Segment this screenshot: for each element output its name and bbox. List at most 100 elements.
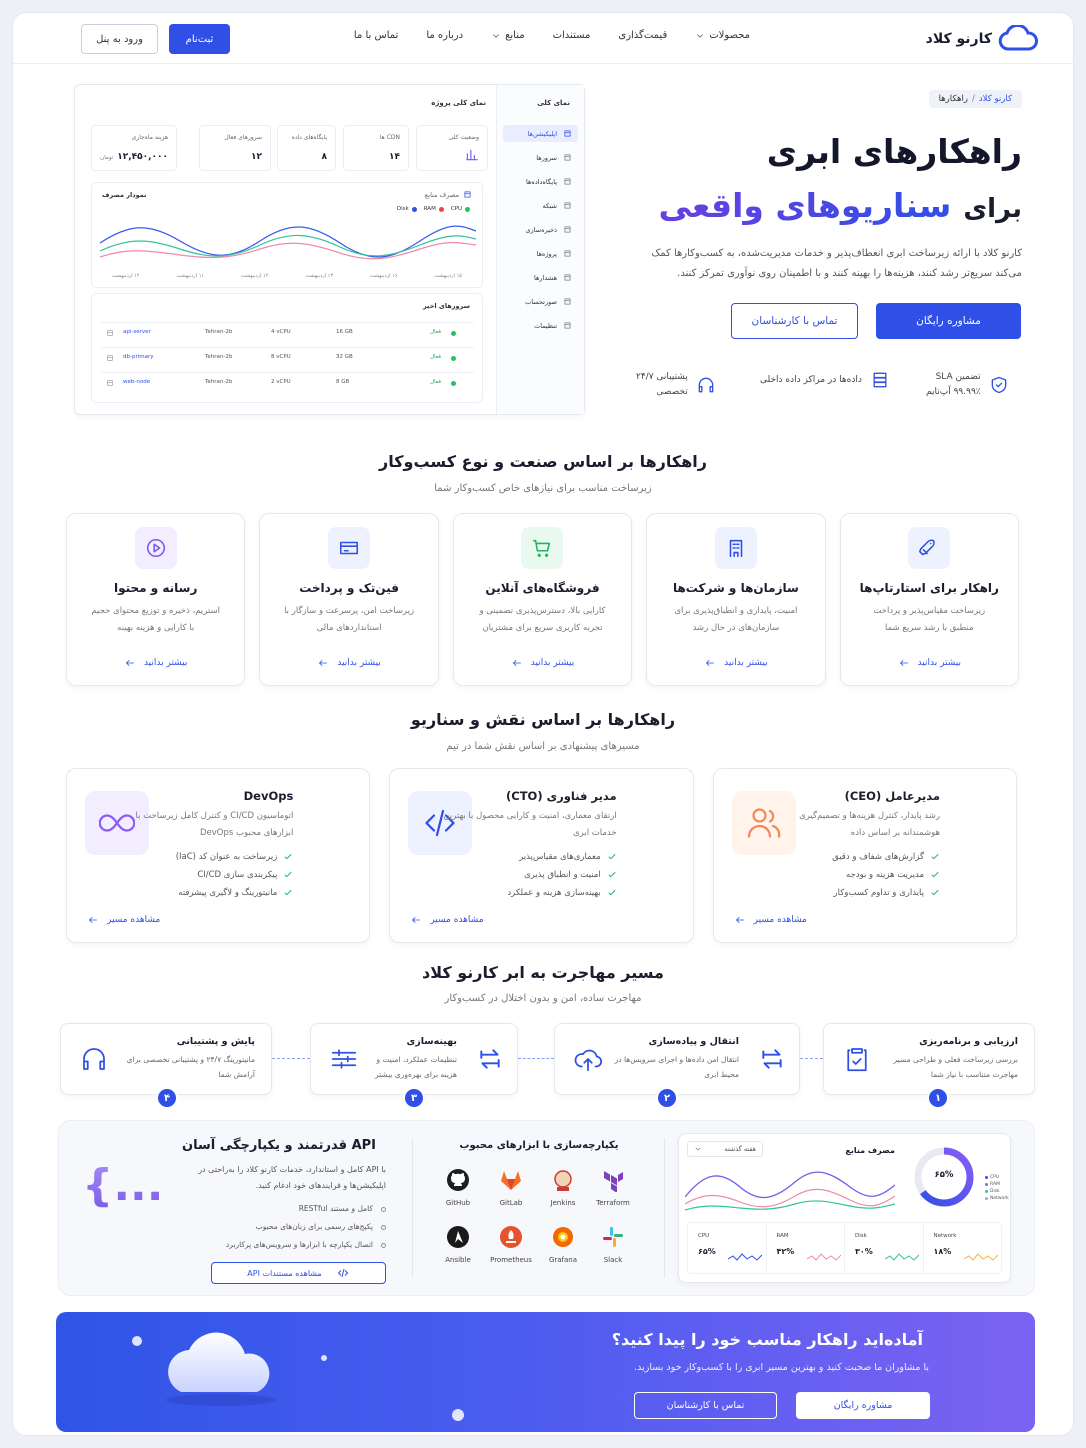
icon-shape (99, 814, 136, 832)
breadcrumb-item[interactable]: کارنو کلاد (978, 94, 1012, 104)
api-docs-button[interactable]: مشاهده مستندات API (211, 1262, 386, 1284)
sidebar-item[interactable]: سرورها (503, 149, 578, 166)
legend-item: RAM (985, 1181, 1009, 1188)
hero-title: راهکارهای ابری (766, 132, 1022, 171)
brand[interactable]: کارنو کلاد (926, 24, 1038, 54)
step-icon (329, 1044, 359, 1074)
step-number: ۱ (927, 1087, 949, 1109)
view-path-link[interactable]: مشاهده مسیر (734, 914, 807, 926)
cta-primary-button[interactable]: مشاوره رایگان (796, 1392, 930, 1419)
industry-card: رسانه و محتوا استریم، ذخیره و توزیع محتوا… (65, 513, 246, 686)
legend-label: CPU (990, 1175, 1000, 1180)
check-icon (283, 888, 293, 898)
sidebar-item[interactable]: اپلیکیشن‌ها (503, 125, 578, 142)
signup-button[interactable]: ثبت‌نام (169, 24, 230, 54)
icon-shape (695, 1147, 701, 1151)
icon (914, 1147, 974, 1207)
stat-value: ۸ (321, 152, 328, 162)
stat-label: پایگاه‌های داده (291, 134, 327, 141)
industry-card: راهکار برای استارتاپ‌ها زیرساخت مقیاس‌پذی… (839, 513, 1019, 686)
icon-shape (107, 380, 113, 386)
step-swap-icon (477, 1046, 503, 1072)
metrics-row: CPU ۶۵% RAM ۴۲% Disk ۳۰% Network ۱۸% (687, 1222, 1002, 1274)
learn-more-link[interactable]: بیشتر بدانید (67, 657, 244, 669)
learn-more-link[interactable]: بیشتر بدانید (647, 657, 824, 669)
icon (425, 809, 455, 837)
stat-label: وضعیت کلی (448, 134, 479, 141)
primary-button[interactable]: مشاوره رایگان (876, 303, 1021, 339)
resource-waves (685, 1162, 895, 1217)
api-point: اتصال یکپارچه با ابزارها و سرویس‌های پرک… (186, 1236, 386, 1254)
role-text: DevOps اتوماسیون CI/CD و کنترل کامل زیرسا… (113, 789, 294, 902)
view-path-link[interactable]: مشاهده مسیر (410, 914, 484, 926)
stat-icon (465, 148, 479, 162)
icon (99, 814, 136, 832)
login-button[interactable]: ورود به پنل (81, 24, 158, 54)
sidebar-item[interactable]: پایگاه‌داده‌ها (503, 173, 578, 190)
learn-more-link[interactable]: بیشتر بدانید (454, 657, 631, 669)
icon (847, 1048, 867, 1072)
sidebar-item[interactable]: تنظیمات (503, 317, 578, 334)
icon (706, 660, 715, 666)
feature-text: تضمین SLA ۹۹.۹۹٪ آپ‌تایم (926, 370, 981, 400)
icon-shape (564, 322, 571, 329)
icon-shape (728, 1253, 762, 1261)
hero-description: کارنو کلاد با ارائه زیرساخت ابری انعطاف‌… (651, 248, 1022, 279)
nav-link[interactable]: تماس با ما (354, 30, 398, 41)
icon-shape (412, 917, 421, 923)
icon (735, 917, 744, 923)
button-text: مشاهده مستندات API (247, 1268, 322, 1278)
icon-box (714, 527, 757, 569)
icon (608, 890, 616, 896)
api-glyph: {...} (82, 1160, 195, 1211)
chart-dates: ۱۵ اردیبهشت ۱۶ اردیبهشت ۱۳ اردیبهشت ۱۲ اردی… (112, 273, 462, 279)
role-description: اتوماسیون CI/CD و کنترل کامل زیرساخت با … (135, 811, 294, 838)
icon-shape (762, 1049, 782, 1069)
card-title: فین‌تک و پرداخت (299, 581, 399, 595)
point-text: مدیریت هزینه و بودجه (845, 870, 924, 880)
nav-link[interactable]: درباره ما (426, 30, 463, 41)
chart-date: ۱۵ اردیبهشت (434, 273, 462, 279)
learn-more-link[interactable]: بیشتر بدانید (841, 657, 1018, 669)
check-icon (930, 870, 940, 880)
icon (284, 854, 292, 860)
icon-shape (564, 202, 571, 209)
breadcrumb-item: راهکارها (938, 94, 969, 104)
sidebar-item[interactable]: هشدارها (503, 269, 578, 286)
icon-shape (337, 1268, 348, 1278)
cta-secondary-button[interactable]: تماس با کارشناسان (634, 1392, 777, 1419)
tool-name: Ansible (445, 1256, 471, 1264)
icon (963, 1253, 998, 1261)
sidebar-item[interactable]: صورتحساب (503, 293, 578, 310)
nav-link[interactable]: مستندات (553, 30, 591, 41)
nav-link[interactable]: منابع (491, 30, 525, 41)
table-cell: db-primary (123, 354, 154, 360)
icon-shape (480, 1049, 500, 1069)
icon-shape (284, 854, 292, 860)
sidebar-item[interactable]: شبکه (503, 197, 578, 214)
nav-link[interactable]: محصولات (695, 30, 750, 41)
secondary-button[interactable]: تماس با کارشناسان (731, 303, 858, 339)
feature-text: پشتیبانی ۲۴/۷ تخصصی (636, 370, 688, 400)
api-point: پکیج‌های رسمی برای زبان‌های محبوب (186, 1218, 386, 1236)
role-point: گزارش‌های شفاف و دقیق (760, 848, 940, 866)
chart-date: ۱۶ اردیبهشت (369, 273, 398, 279)
icon (512, 660, 521, 666)
chart-icon (463, 190, 472, 199)
card-title: راهکار برای استارتاپ‌ها (859, 581, 999, 595)
api-description: با API کامل و استاندارد، خدمات کارنو کلا… (198, 1165, 386, 1190)
icon-shape (284, 872, 292, 878)
stat-card: هزینه ماه‌جاری ۱۲,۴۵۰,۰۰۰ تومان (91, 125, 177, 171)
sidebar-item[interactable]: پروژه‌ها (503, 245, 578, 262)
sidebar: نمای کلی اپلیکیشن‌ها سرورها پایگاه‌داده‌ها ش… (496, 85, 584, 414)
tool-logo (499, 1225, 523, 1249)
learn-more-link[interactable]: بیشتر بدانید (260, 657, 437, 669)
view-path-link[interactable]: مشاهده مسیر (87, 914, 160, 926)
icon-shape (564, 274, 571, 281)
icon (533, 539, 551, 558)
sidebar-item[interactable]: ذخیره‌سازی (503, 221, 578, 238)
legend-label: Disk (990, 1189, 1000, 1194)
nav-link[interactable]: قیمت‌گذاری (618, 30, 667, 41)
period-dropdown[interactable]: هفته گذشته (687, 1141, 763, 1157)
step-connector (272, 1058, 310, 1059)
